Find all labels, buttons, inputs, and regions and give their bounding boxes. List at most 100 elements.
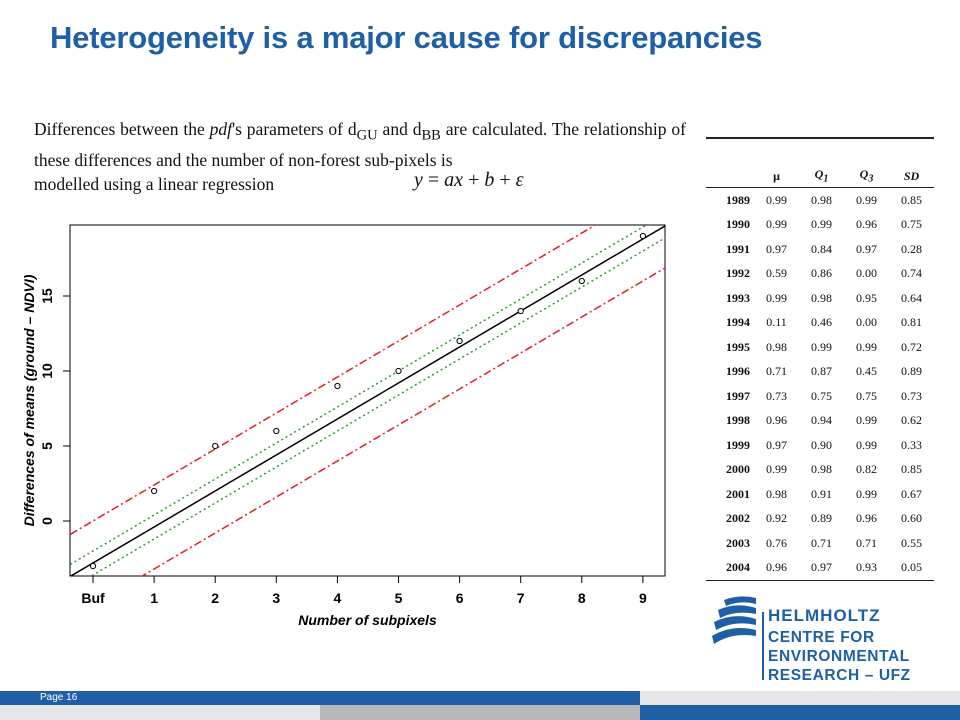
x-tick-label: 2 <box>211 590 219 606</box>
regression-chart: Buf 1 2 3 4 5 6 7 8 9 0 5 10 15 Number of subpixels Dif… <box>21 224 666 628</box>
table-row: 1989 0.99 0.98 0.99 0.85 <box>706 188 934 213</box>
table-row: 2000 0.99 0.98 0.82 0.85 <box>706 458 934 483</box>
table-cell: 0.99 <box>766 217 787 232</box>
table-cell: 0.98 <box>811 462 832 477</box>
table-cell: 0.28 <box>901 241 922 256</box>
y-axis-title: Differences of means (ground – NDVI) <box>21 274 37 526</box>
x-tick-label: 8 <box>578 590 586 606</box>
table-cell: 2002 <box>726 511 750 526</box>
x-tick-label: 1 <box>150 590 158 606</box>
table-cell: 2003 <box>726 535 750 550</box>
table-row: 1990 0.99 0.99 0.96 0.75 <box>706 213 934 238</box>
table-cell: 0.99 <box>856 486 877 501</box>
table-cell: 0.00 <box>856 315 877 330</box>
table-row: 1992 0.59 0.86 0.00 0.74 <box>706 262 934 287</box>
table-cell: 0.71 <box>856 535 877 550</box>
slide-title: Heterogeneity is a major cause for discr… <box>50 20 763 55</box>
table-cell: 0.90 <box>811 437 832 452</box>
table-cell: 0.96 <box>766 413 787 428</box>
table-cell: 0.97 <box>766 241 787 256</box>
plot-frame <box>69 224 666 577</box>
table-header-2: Q1 <box>799 165 844 188</box>
table-row: 1995 0.98 0.99 0.99 0.72 <box>706 335 934 360</box>
table-cell: 0.75 <box>811 388 832 403</box>
prediction-band-upper <box>70 225 597 536</box>
table-cell: 0.46 <box>811 315 832 330</box>
table-cell: 0.55 <box>901 535 922 550</box>
table-cell: 0.96 <box>856 217 877 232</box>
y-tick-label: 0 <box>39 517 55 525</box>
data-point <box>639 232 647 240</box>
table-row: 1998 0.96 0.94 0.99 0.62 <box>706 409 934 434</box>
table-top-rule <box>706 137 934 139</box>
data-point <box>395 367 402 375</box>
table-cell: 0.86 <box>811 266 832 281</box>
table-cell: 0.71 <box>766 364 787 379</box>
prediction-band-lower <box>140 267 665 576</box>
table-cell: 0.85 <box>901 192 922 207</box>
table-cell: 0.75 <box>856 388 877 403</box>
formula-x: x <box>454 169 464 191</box>
table-row: 1994 0.11 0.46 0.00 0.81 <box>706 311 934 336</box>
logo-subtitle: CENTRE FOR ENVIRONMENTAL RESEARCH – UFZ <box>768 629 911 684</box>
data-point <box>334 382 341 390</box>
table-cell: 0.99 <box>766 192 787 207</box>
footer-band-mid <box>320 705 640 720</box>
table-cell: 0.99 <box>856 437 877 452</box>
table-cell: 1994 <box>726 315 750 330</box>
table-cell: 0.71 <box>811 535 832 550</box>
x-tick-label: Buf <box>81 590 105 606</box>
table-cell: 0.85 <box>901 462 922 477</box>
x-tick-label: 6 <box>456 590 464 606</box>
table-row: 2001 0.98 0.91 0.99 0.67 <box>706 482 934 507</box>
table-cell: 0.99 <box>856 339 877 354</box>
table-cell: 0.73 <box>766 388 787 403</box>
table-cell: 0.89 <box>811 511 832 526</box>
data-point <box>517 307 524 315</box>
x-tick-label: 4 <box>334 590 342 606</box>
formula-plus-2: + <box>494 169 516 191</box>
table-row: 1996 0.71 0.87 0.45 0.89 <box>706 360 934 385</box>
table-header-0 <box>706 165 754 188</box>
footer-band-blue <box>0 691 640 705</box>
confidence-band-upper <box>70 225 648 566</box>
table-cell: 0.99 <box>811 339 832 354</box>
table-row: 1991 0.97 0.84 0.97 0.28 <box>706 237 934 262</box>
table-cell: 0.11 <box>766 315 787 330</box>
table-cell: 0.98 <box>766 339 787 354</box>
table-row: 1997 0.73 0.75 0.75 0.73 <box>706 384 934 409</box>
intro-text: Differences between the pdf's parameters… <box>34 117 686 196</box>
table-header-3: Q3 <box>844 165 889 188</box>
table-cell: 0.99 <box>856 192 877 207</box>
table-row: 2002 0.92 0.89 0.96 0.60 <box>706 507 934 532</box>
table-cell: 0.45 <box>856 364 877 379</box>
table-cell: 1995 <box>726 339 750 354</box>
table-cell: 0.62 <box>901 413 922 428</box>
table-cell: 0.60 <box>901 511 922 526</box>
table-row: 2004 0.96 0.97 0.93 0.05 <box>706 555 934 581</box>
y-tick-label: 5 <box>39 442 55 450</box>
table-cell: 0.82 <box>856 462 877 477</box>
intro-part-d: are calculated. The relationship of thes… <box>34 119 686 170</box>
table-body: 1989 0.99 0.98 0.99 0.85 1990 0.99 0.99 0.96 0.75… <box>706 188 934 581</box>
intro-pdf: pdf <box>209 119 232 139</box>
table-cell: 0.59 <box>766 266 787 281</box>
table-cell: 0.00 <box>856 266 877 281</box>
data-point <box>273 427 280 435</box>
table-cell: 0.91 <box>811 486 832 501</box>
logo-divider <box>762 612 764 680</box>
table-cell: 0.97 <box>799 555 844 581</box>
intro-part-c: and d <box>377 119 422 139</box>
table-row: 1999 0.97 0.90 0.99 0.33 <box>706 433 934 458</box>
formula-y: y <box>414 169 423 191</box>
table-cell: 0.73 <box>901 388 922 403</box>
data-point <box>578 277 585 285</box>
table-cell: 0.05 <box>889 555 934 581</box>
table-cell: 0.75 <box>901 217 922 232</box>
footer-bar: Page 16 <box>0 691 960 720</box>
table-cell: 0.64 <box>901 290 922 305</box>
table-cell: 0.99 <box>856 413 877 428</box>
y-tick-label: 10 <box>39 363 55 379</box>
table-cell: 0.92 <box>766 511 787 526</box>
table-row: 1993 0.99 0.98 0.95 0.64 <box>706 286 934 311</box>
